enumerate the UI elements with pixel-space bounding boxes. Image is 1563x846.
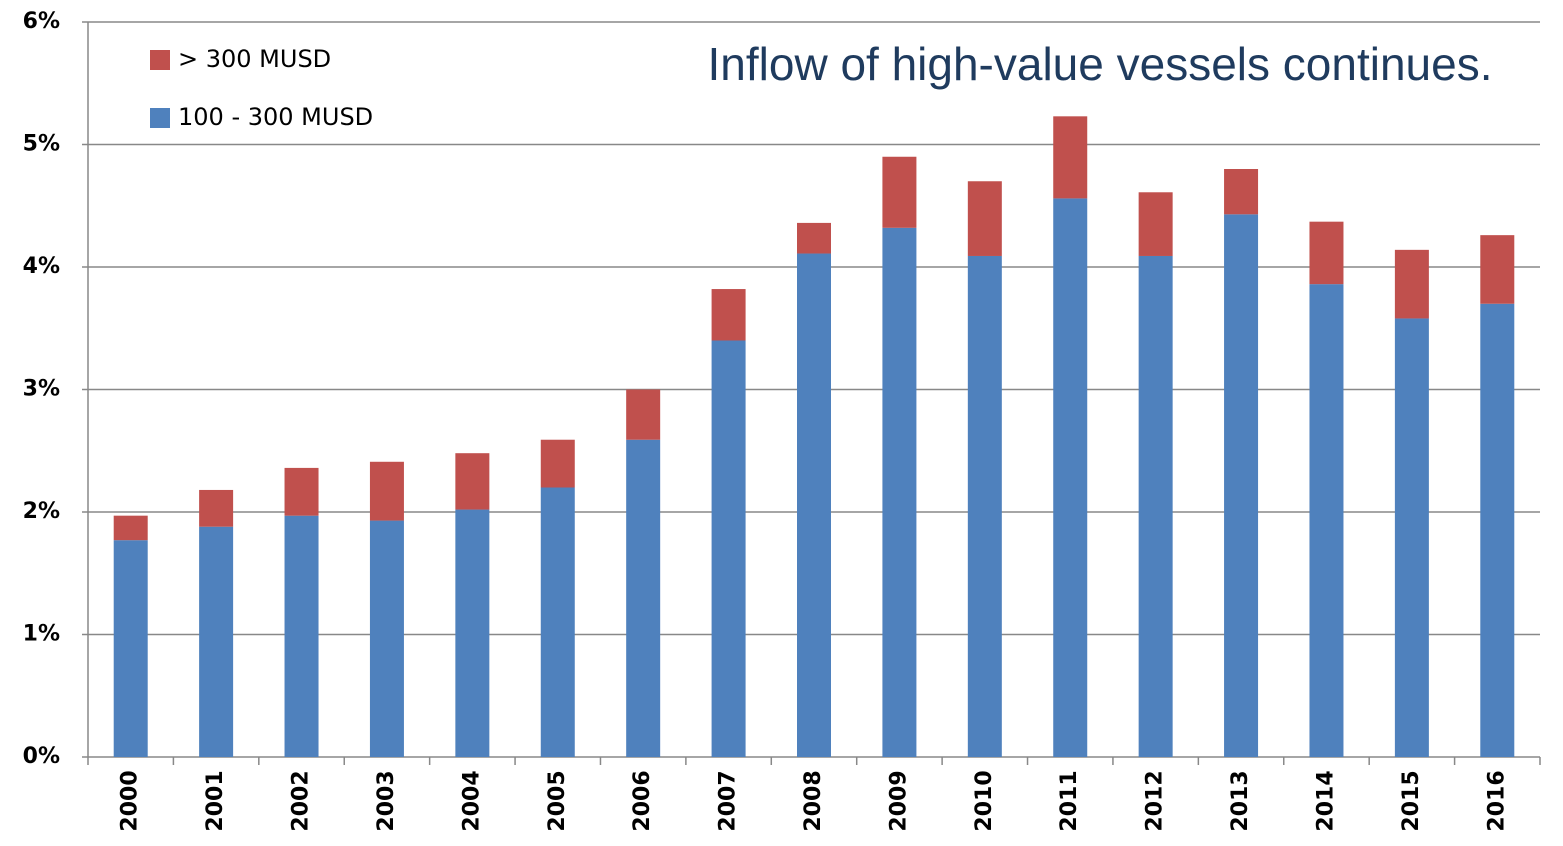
bar-segment bbox=[1053, 198, 1088, 757]
bar-segment bbox=[1224, 214, 1259, 757]
x-tick-label: 2000 bbox=[118, 770, 143, 831]
x-tick-label: 2009 bbox=[886, 770, 911, 831]
bar-segment bbox=[1480, 303, 1515, 757]
x-tick-label: 2011 bbox=[1057, 770, 1082, 831]
bar-segment bbox=[1480, 235, 1515, 304]
x-tick-label: 2008 bbox=[801, 770, 826, 831]
y-tick-label: 2% bbox=[23, 499, 60, 524]
bar-segment bbox=[1394, 318, 1429, 757]
y-tick-label: 6% bbox=[23, 9, 60, 34]
x-tick-label: 2005 bbox=[545, 770, 570, 831]
bar-segment bbox=[199, 526, 234, 757]
bar-segment bbox=[626, 439, 661, 757]
legend-swatch bbox=[150, 108, 170, 128]
bar-segment bbox=[540, 487, 575, 757]
bar-segment bbox=[711, 289, 746, 341]
bar-segment bbox=[711, 340, 746, 757]
bar-segment bbox=[797, 222, 831, 254]
bar-segment bbox=[284, 467, 319, 516]
x-tick-label: 2013 bbox=[1228, 770, 1253, 831]
bar-segment bbox=[1053, 116, 1088, 199]
bar-segment bbox=[369, 520, 404, 757]
y-tick-label: 4% bbox=[23, 254, 60, 279]
x-tick-label: 2015 bbox=[1399, 770, 1424, 831]
y-tick-label: 0% bbox=[23, 744, 60, 769]
bar-segment bbox=[113, 515, 148, 541]
bar-segment bbox=[1224, 169, 1259, 215]
bar-segment bbox=[626, 389, 661, 440]
bar-segment bbox=[882, 227, 917, 758]
bar-segment bbox=[967, 255, 1002, 757]
bar-segment bbox=[797, 253, 831, 757]
x-tick-label: 2006 bbox=[630, 770, 655, 831]
bar-segment bbox=[540, 439, 575, 488]
legend-swatch bbox=[150, 50, 170, 70]
x-tick-label: 2001 bbox=[203, 770, 228, 831]
bar-segment bbox=[113, 540, 148, 757]
x-tick-label: 2004 bbox=[459, 770, 484, 831]
bar-segment bbox=[284, 515, 319, 757]
bar-segment bbox=[882, 156, 917, 228]
x-tick-label: 2007 bbox=[716, 770, 741, 831]
bar-segment bbox=[1138, 255, 1173, 757]
bar-segment bbox=[199, 489, 234, 527]
x-tick-label: 2016 bbox=[1484, 770, 1509, 831]
legend-label: 100 - 300 MUSD bbox=[178, 103, 373, 131]
bar-segment bbox=[1309, 221, 1344, 285]
bar-segment bbox=[1394, 249, 1429, 319]
bar-segment bbox=[455, 453, 490, 510]
y-tick-label: 3% bbox=[23, 377, 60, 402]
y-tick-label: 5% bbox=[23, 132, 60, 157]
legend-label: > 300 MUSD bbox=[178, 45, 331, 73]
bar-segment bbox=[1138, 192, 1173, 256]
y-tick-label: 1% bbox=[23, 622, 60, 647]
bar-segment bbox=[1309, 284, 1344, 757]
x-tick-label: 2002 bbox=[289, 770, 314, 831]
x-tick-label: 2012 bbox=[1143, 770, 1168, 831]
bar-segment bbox=[967, 181, 1002, 256]
bar-segment bbox=[369, 461, 404, 521]
x-tick-label: 2010 bbox=[972, 770, 997, 831]
x-tick-label: 2003 bbox=[374, 770, 399, 831]
bar-segment bbox=[455, 509, 490, 757]
chart-title: Inflow of high-value vessels continues. bbox=[708, 38, 1493, 90]
x-tick-label: 2014 bbox=[1313, 770, 1338, 831]
